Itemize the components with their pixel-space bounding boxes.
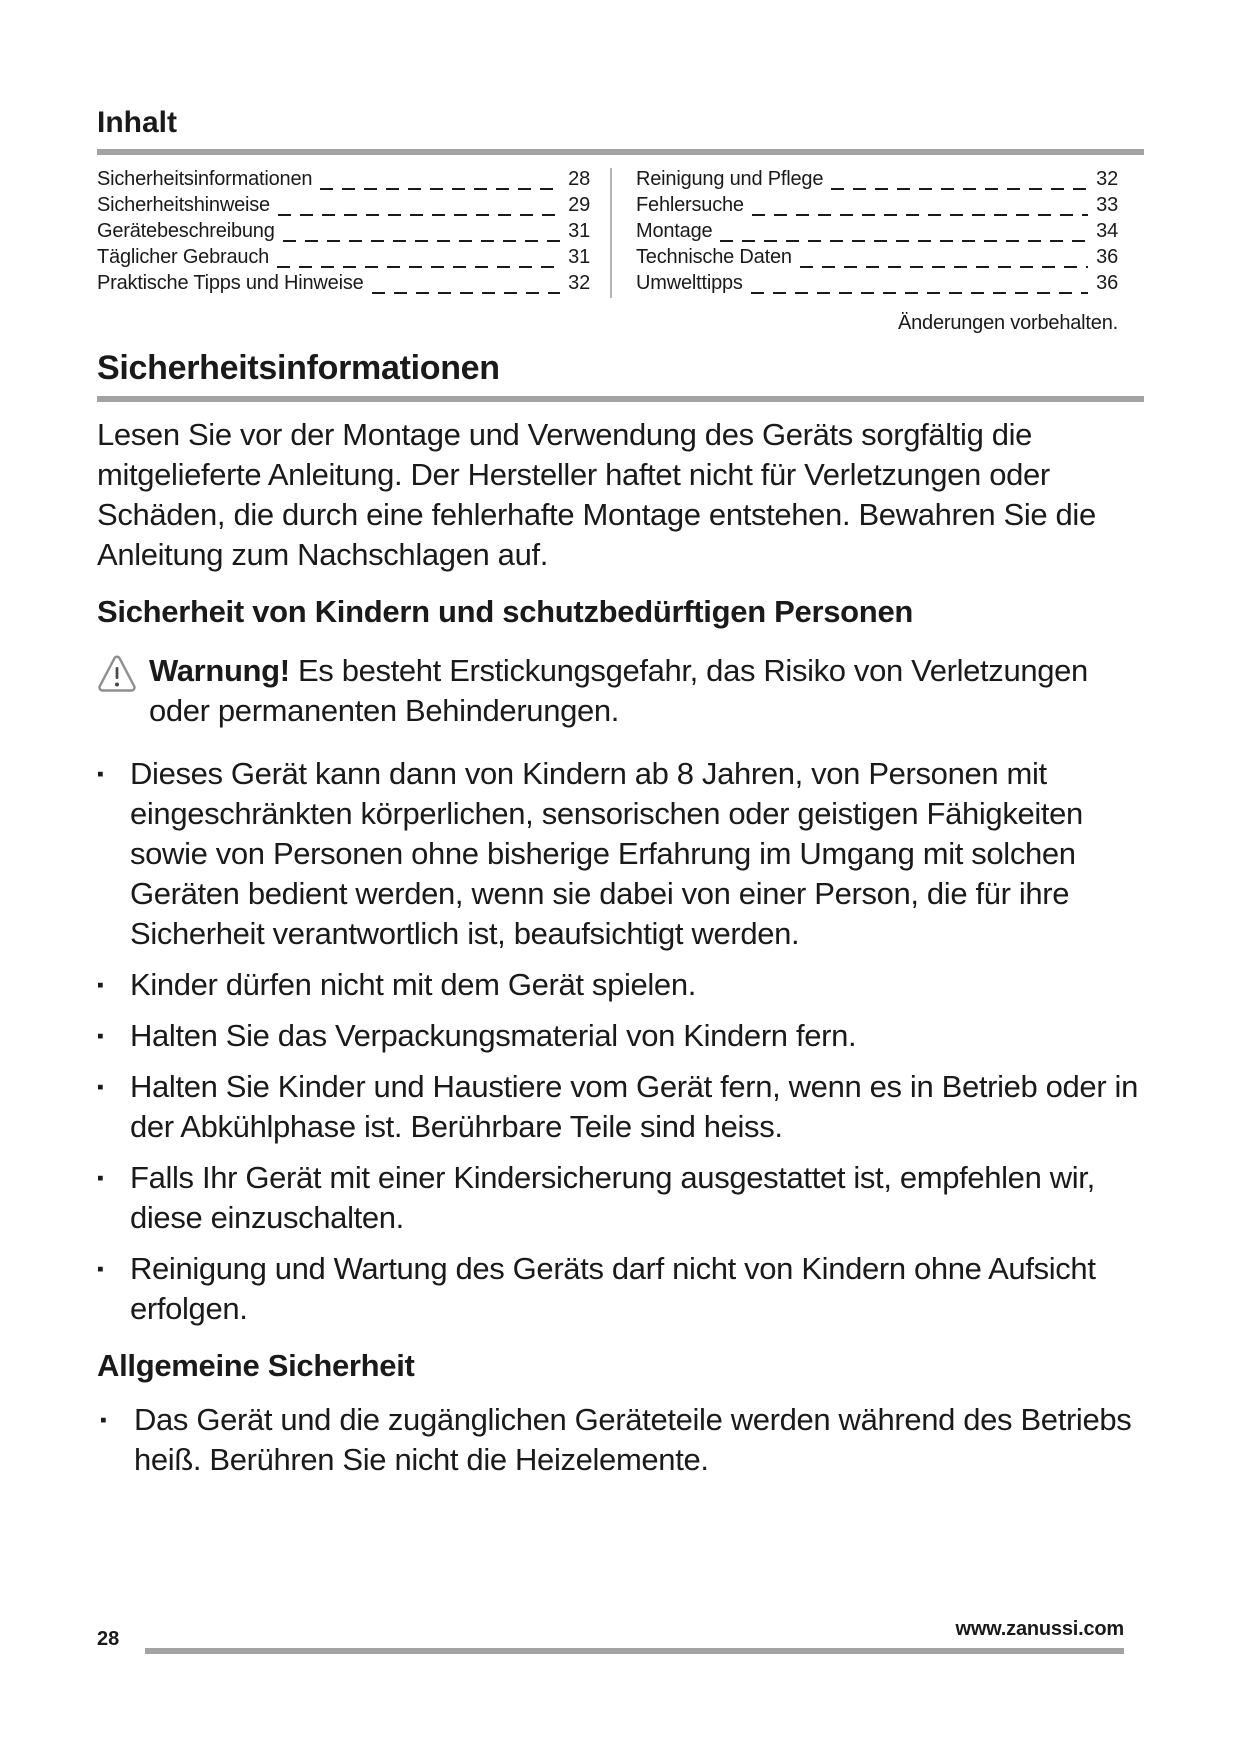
list-item: ▪ Reinigung und Wartung des Geräts darf n… <box>97 1249 1144 1329</box>
toc-page-number: 36 <box>1096 272 1118 294</box>
toc-title: Inhalt <box>97 106 177 139</box>
toc-entry-label: Sicherheitsinformationen <box>97 168 313 190</box>
list-item-text: Dieses Gerät kann dann von Kindern ab 8 … <box>130 756 1083 951</box>
changes-reserved-note: Änderungen vorbehalten. <box>897 312 1118 334</box>
toc-page-number: 32 <box>1096 168 1118 190</box>
subsection-title-general-safety: Allgemeine Sicherheit <box>97 1348 415 1383</box>
warning-block: Warnung! Es besteht Erstickungsgefahr, d… <box>97 651 1144 731</box>
bullet-icon: ▪ <box>100 1410 107 1431</box>
list-item-text: Falls Ihr Gerät mit einer Kindersicherun… <box>130 1160 1095 1235</box>
list-item: ▪ Halten Sie Kinder und Haustiere vom Ger… <box>97 1067 1144 1147</box>
warning-triangle-icon <box>97 651 149 731</box>
page-footer: 28 www.zanussi.com <box>97 1608 1124 1654</box>
section-title-safety-information: Sicherheitsinformationen <box>97 349 500 387</box>
subsection-title-children-safety: Sicherheit von Kindern und schutzbedürft… <box>97 594 914 629</box>
warning-text: Warnung! Es besteht Erstickungsgefahr, d… <box>149 651 1144 731</box>
list-item-text: Das Gerät und die zugänglichen Gerätetei… <box>134 1402 1132 1477</box>
page-content: Inhalt Sicherheitsinformationen 28 Siche… <box>97 0 1144 1480</box>
bullet-icon: ▪ <box>97 1026 104 1047</box>
list-item: ▪ Dieses Gerät kann dann von Kindern ab 8… <box>97 754 1144 954</box>
list-item-text: Kinder dürfen nicht mit dem Gerät spiele… <box>130 967 696 1002</box>
bullet-icon: ▪ <box>97 1168 104 1189</box>
toc-page-number: 34 <box>1096 220 1118 242</box>
toc-entry: Praktische Tipps und Hinweise 32 <box>97 272 590 298</box>
toc-title-rule <box>97 149 1144 155</box>
list-item: ▪ Halten Sie das Verpackungsmaterial von … <box>97 1016 1144 1056</box>
toc-leader <box>277 266 561 268</box>
toc-entry: Reinigung und Pflege 32 <box>636 168 1118 194</box>
toc-entry: Sicherheitshinweise 29 <box>97 194 590 220</box>
toc-leader <box>320 188 561 190</box>
toc-page-number: 33 <box>1096 194 1118 216</box>
bullet-icon: ▪ <box>97 1077 104 1098</box>
toc-entry: Fehlersuche 33 <box>636 194 1118 220</box>
general-safety-bullet-list: ▪ Das Gerät und die zugänglichen Gerätete… <box>97 1400 1144 1480</box>
toc-leader <box>282 240 561 242</box>
toc-leader <box>277 214 561 216</box>
toc-entry: Technische Daten 36 <box>636 246 1118 272</box>
toc-column-left: Sicherheitsinformationen 28 Sicherheitsh… <box>97 168 610 298</box>
list-item-text: Halten Sie Kinder und Haustiere vom Gerä… <box>130 1069 1138 1144</box>
table-of-contents: Sicherheitsinformationen 28 Sicherheitsh… <box>97 168 1144 298</box>
toc-page-number: 31 <box>568 220 590 242</box>
toc-entry: Umwelttipps 36 <box>636 272 1118 298</box>
toc-entry: Montage 34 <box>636 220 1118 246</box>
toc-entry-label: Sicherheitshinweise <box>97 194 270 216</box>
toc-page-number: 28 <box>568 168 590 190</box>
safety-intro-paragraph: Lesen Sie vor der Montage und Verwendung… <box>97 417 1096 572</box>
toc-page-number: 36 <box>1096 246 1118 268</box>
list-item-text: Reinigung und Wartung des Geräts darf ni… <box>130 1251 1096 1326</box>
toc-leader <box>751 214 1089 216</box>
toc-leader <box>371 292 561 294</box>
toc-entry-label: Technische Daten <box>636 246 792 268</box>
list-item-text: Halten Sie das Verpackungsmaterial von K… <box>130 1018 857 1053</box>
toc-entry-label: Gerätebeschreibung <box>97 220 275 242</box>
bullet-icon: ▪ <box>97 975 104 996</box>
toc-page-number: 29 <box>568 194 590 216</box>
toc-entry-label: Montage <box>636 220 713 242</box>
children-safety-bullet-list: ▪ Dieses Gerät kann dann von Kindern ab 8… <box>97 754 1144 1329</box>
toc-page-number: 32 <box>568 272 590 294</box>
toc-entry: Täglicher Gebrauch 31 <box>97 246 590 272</box>
toc-entry-label: Umwelttipps <box>636 272 743 294</box>
bullet-icon: ▪ <box>97 764 104 785</box>
toc-column-right: Reinigung und Pflege 32 Fehlersuche 33 M… <box>610 168 1144 298</box>
toc-leader <box>799 266 1089 268</box>
website-url: www.zanussi.com <box>955 1618 1124 1640</box>
footer-rule <box>145 1648 1124 1654</box>
toc-entry: Sicherheitsinformationen 28 <box>97 168 590 194</box>
warning-message: Es besteht Erstickungsgefahr, das Risiko… <box>149 653 1088 728</box>
page-number: 28 <box>97 1628 120 1650</box>
toc-entry-label: Fehlersuche <box>636 194 744 216</box>
list-item: ▪ Falls Ihr Gerät mit einer Kindersicheru… <box>97 1158 1144 1238</box>
toc-leader <box>831 188 1089 190</box>
list-item: ▪ Kinder dürfen nicht mit dem Gerät spiel… <box>97 965 1144 1005</box>
toc-entry: Gerätebeschreibung 31 <box>97 220 590 246</box>
toc-entry-label: Praktische Tipps und Hinweise <box>97 272 364 294</box>
warning-label: Warnung! <box>149 653 290 688</box>
toc-leader <box>750 292 1089 294</box>
toc-entry-label: Reinigung und Pflege <box>636 168 824 190</box>
toc-leader <box>720 240 1089 242</box>
bullet-icon: ▪ <box>97 1259 104 1280</box>
list-item: ▪ Das Gerät und die zugänglichen Gerätete… <box>97 1400 1144 1480</box>
section-title-rule <box>97 396 1144 402</box>
toc-entry-label: Täglicher Gebrauch <box>97 246 270 268</box>
toc-page-number: 31 <box>568 246 590 268</box>
